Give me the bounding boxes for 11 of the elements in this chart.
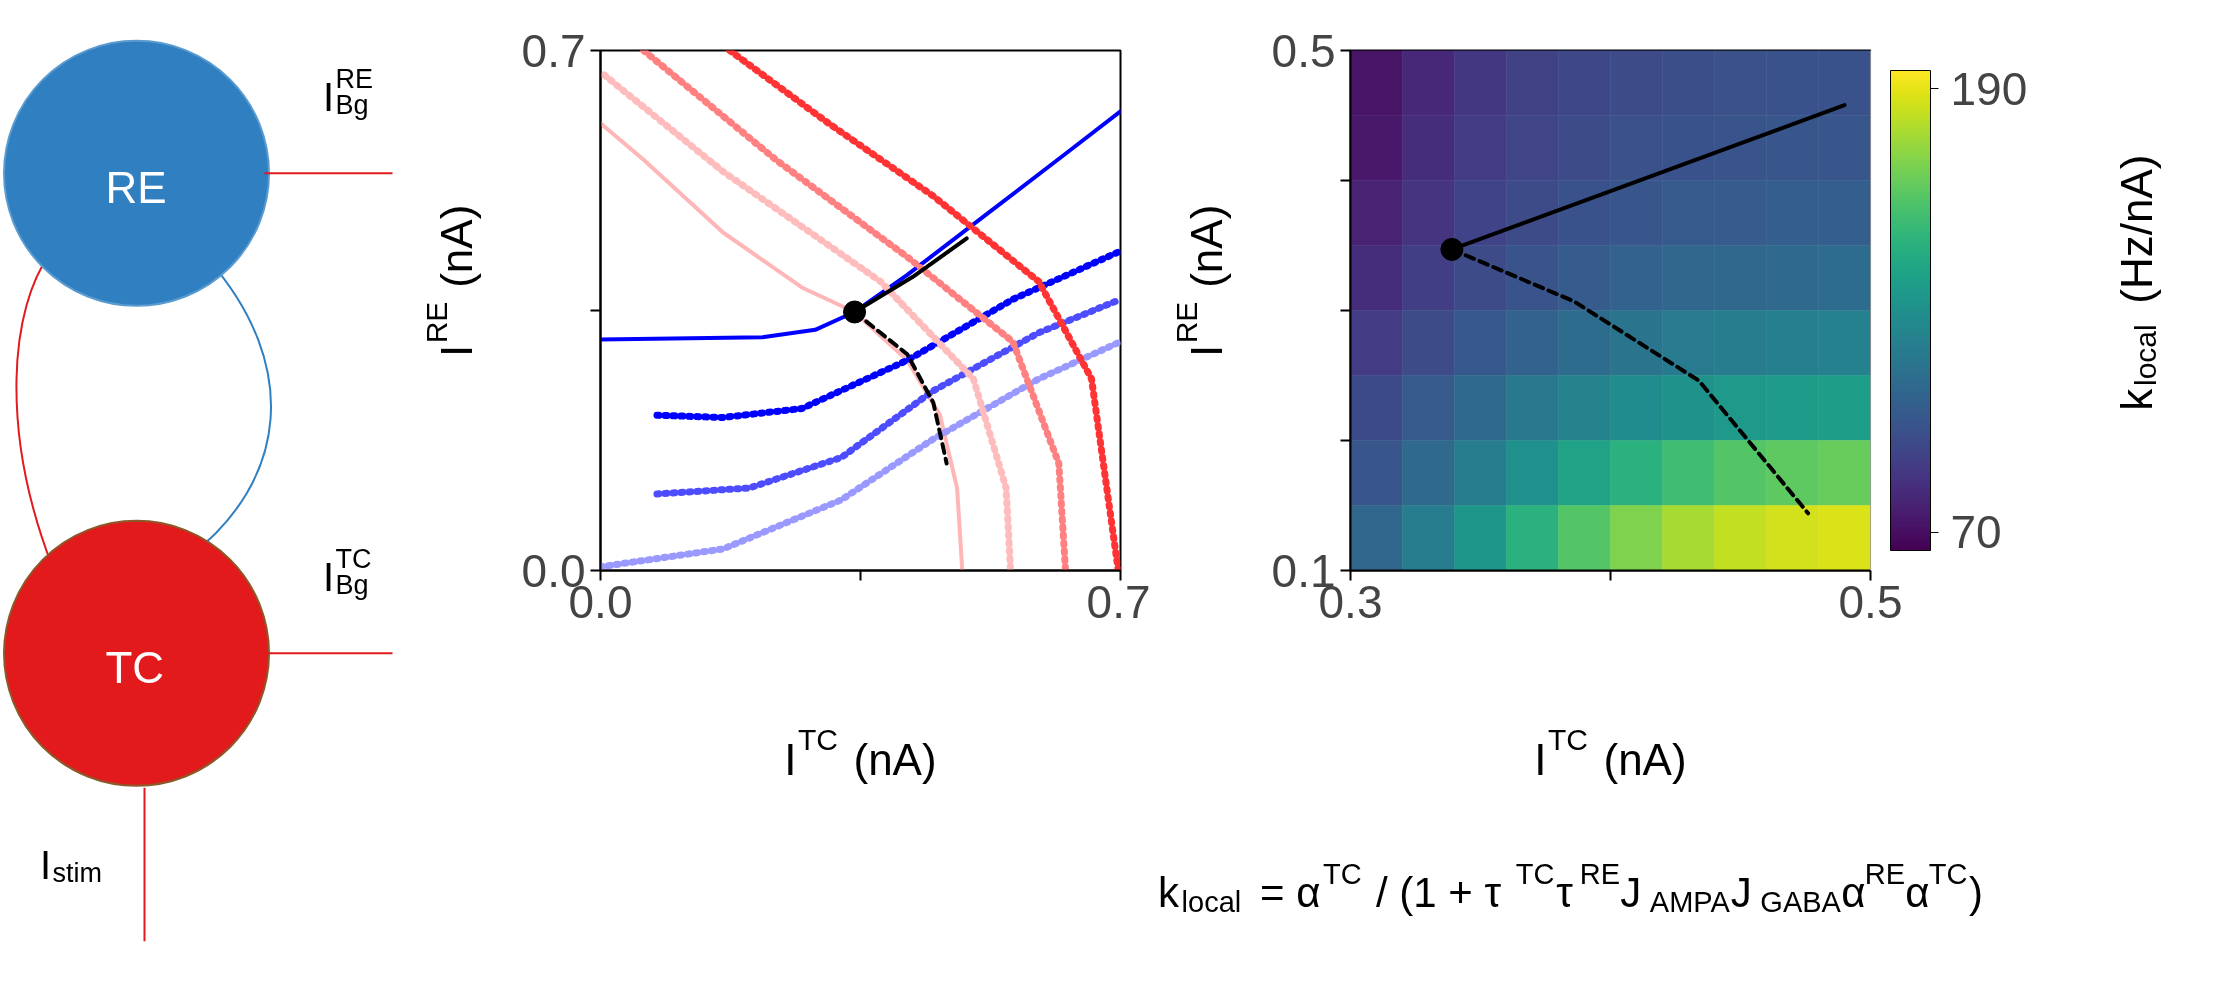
- line-series: [600, 121, 965, 571]
- x-tick-label: 0.5: [1838, 575, 1903, 628]
- color-bar-title: klocal (Hz/nA): [2111, 154, 2163, 411]
- color-bar-label: 190: [1950, 62, 2028, 115]
- x-tick-label: 0.7: [1086, 575, 1151, 628]
- y-axis-title: IRE (nA): [420, 204, 481, 358]
- line-series: [600, 109, 1121, 342]
- text: RE: [105, 163, 167, 213]
- text: TC: [105, 643, 165, 693]
- y-axis-title: IRE (nA): [1170, 204, 1231, 358]
- color-bar-label: 70: [1950, 506, 2002, 559]
